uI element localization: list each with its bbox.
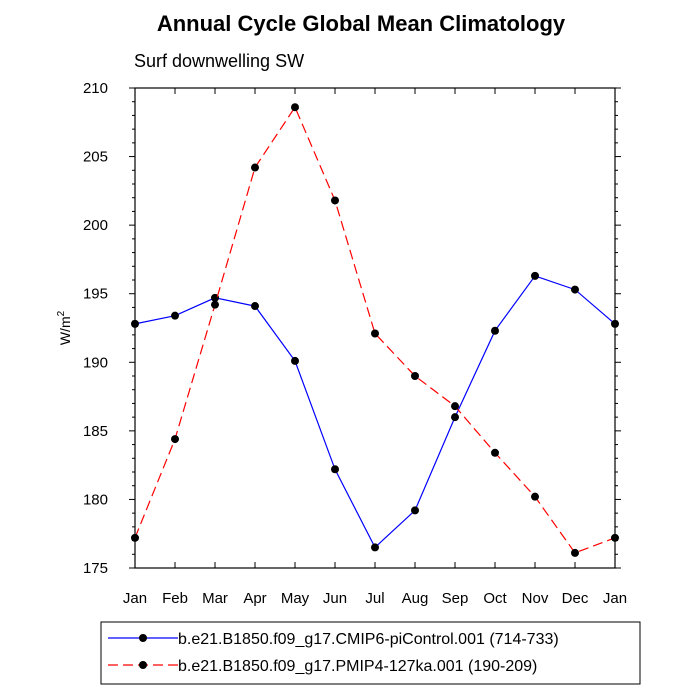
x-tick-labels: Jan Feb Mar Apr May Jun Jul Aug Sep Oct Nov Dec Jan (123, 590, 627, 607)
y-tick-label: 190 (83, 354, 108, 371)
y-tick-label: 195 (83, 286, 108, 303)
data-point (451, 402, 459, 411)
data-point (291, 103, 299, 112)
data-point (331, 465, 339, 474)
data-point (571, 285, 579, 294)
x-tick-label: Aug (402, 590, 429, 607)
x-tick-label: Sep (442, 590, 469, 607)
x-tick-label: Jul (365, 590, 384, 607)
y-tick-labels: 175 180 185 190 195 200 205 210 (83, 80, 108, 577)
data-point (251, 163, 259, 172)
axis-ticks (129, 87, 621, 569)
x-tick-label: Nov (522, 590, 549, 607)
data-point (571, 548, 579, 557)
data-point (611, 319, 619, 328)
data-point (531, 492, 539, 501)
data-point (131, 319, 139, 328)
x-tick-label: Jan (603, 590, 627, 607)
svg-text:W/m2: W/m2 (56, 310, 73, 345)
legend-label-series-2: b.e21.B1850.f09_g17.PMIP4-127ka.001 (190… (178, 658, 537, 675)
legend-label-series-1: b.e21.B1850.f09_g17.CMIP6-piControl.001 … (178, 631, 559, 648)
data-point (171, 435, 179, 444)
y-tick-label: 210 (83, 80, 108, 97)
x-tick-label: Oct (483, 590, 507, 607)
x-tick-label: Dec (562, 590, 589, 607)
data-point (291, 356, 299, 365)
y-axis-label-base: W/m (57, 316, 73, 345)
data-point (491, 326, 499, 335)
x-tick-label: Jun (323, 590, 347, 607)
data-point (371, 329, 379, 338)
chart-subtitle: Surf downwelling SW (134, 51, 304, 71)
chart-title: Annual Cycle Global Mean Climatology (157, 11, 566, 36)
series-line (134, 275, 616, 549)
data-point (251, 302, 259, 311)
data-point (451, 413, 459, 422)
data-point (411, 372, 419, 380)
x-tick-label: May (281, 590, 310, 607)
data-point (611, 533, 619, 542)
series-1 (131, 271, 619, 552)
y-axis-label-superscript: 2 (56, 310, 67, 316)
y-tick-label: 180 (83, 491, 108, 508)
plot-frame (134, 87, 616, 569)
data-point (531, 271, 539, 280)
y-tick-label: 205 (83, 149, 108, 166)
data-point (131, 533, 139, 542)
series-2 (131, 103, 619, 557)
data-point (371, 543, 379, 552)
data-point (411, 506, 419, 515)
legend-marker-series-1 (139, 634, 147, 642)
y-tick-label: 175 (83, 560, 108, 577)
y-axis-label: W/m2 (56, 310, 73, 345)
legend-box (100, 621, 641, 685)
x-tick-label: Mar (202, 590, 228, 607)
y-tick-label: 200 (83, 217, 108, 234)
data-point (331, 196, 339, 205)
data-point (211, 300, 219, 309)
legend-marker-series-2 (139, 661, 147, 669)
data-point (491, 448, 499, 457)
series-layer (131, 103, 619, 557)
x-tick-label: Apr (243, 590, 266, 607)
x-tick-label: Feb (162, 590, 188, 607)
legend: b.e21.B1850.f09_g17.CMIP6-piControl.001 … (100, 621, 641, 685)
y-tick-label: 185 (83, 423, 108, 440)
data-point (171, 311, 179, 320)
x-tick-label: Jan (123, 590, 147, 607)
